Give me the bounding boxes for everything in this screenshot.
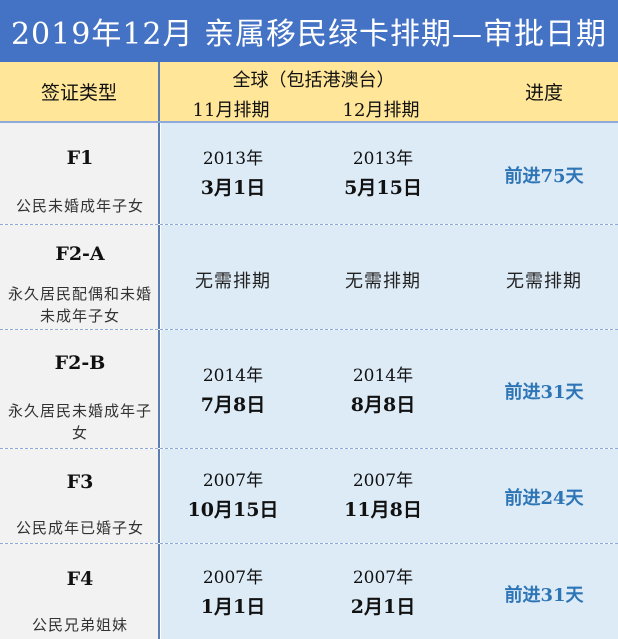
page-title: 2019年12月 亲属移民绿卡排期—审批日期 <box>0 0 618 62</box>
nov-date: 2014年 7月8日 <box>200 366 266 416</box>
nov-date: 2013年 3月1日 <box>200 149 266 199</box>
visa-desc: 公民兄弟姐妹 <box>31 616 128 634</box>
header-december: 12月排期 <box>342 100 420 121</box>
progress-value: 前进31天 <box>504 382 584 403</box>
dec-not-required: 无需排期 <box>345 271 421 292</box>
table-header: 签证类型 全球（包括港澳台） 11月排期 12月排期 进度 <box>0 62 618 123</box>
progress-value: 前进31天 <box>504 585 584 606</box>
visa-code: F1 <box>66 147 94 169</box>
visa-desc: 公民未婚成年子女 <box>15 197 144 215</box>
visa-code: F3 <box>66 471 94 493</box>
nov-date: 2007年 10月15日 <box>187 471 279 521</box>
visa-type-cell: F1 公民未婚成年子女 <box>0 123 160 224</box>
table-row-f2a: F2-A 永久居民配偶和未婚未成年子女 无需排期 无需排期 无需排期 <box>0 225 618 330</box>
table-row-f2b: F2-B 永久居民未婚成年子女 2014年 7月8日 2014年 8月8日 前进… <box>0 330 618 449</box>
visa-desc: 永久居民配偶和未婚未成年子女 <box>7 285 152 325</box>
table-row-f1: F1 公民未婚成年子女 2013年 3月1日 2013年 5月15日 前进75天 <box>0 123 618 225</box>
visa-code: F4 <box>66 568 94 590</box>
dec-date: 2014年 8月8日 <box>350 366 416 416</box>
visa-desc: 永久居民未婚成年子女 <box>7 402 152 442</box>
progress-value: 前进75天 <box>504 166 584 187</box>
progress-value: 前进24天 <box>504 488 584 509</box>
table-row-f3: F3 公民成年已婚子女 2007年 10月15日 2007年 11月8日 前进2… <box>0 449 618 544</box>
header-progress: 进度 <box>524 82 563 104</box>
visa-type-cell: F2-A 永久居民配偶和未婚未成年子女 <box>0 225 160 329</box>
dec-date: 2013年 5月15日 <box>344 149 422 199</box>
dec-date: 2007年 2月1日 <box>350 568 416 618</box>
nov-date: 2007年 1月1日 <box>200 568 266 618</box>
visa-code: F2-A <box>55 243 105 265</box>
header-visa-type: 签证类型 <box>0 62 160 121</box>
nov-not-required: 无需排期 <box>195 271 271 292</box>
dec-date: 2007年 11月8日 <box>344 471 422 521</box>
visa-desc: 公民成年已婚子女 <box>15 519 144 537</box>
visa-type-cell: F3 公民成年已婚子女 <box>0 449 160 543</box>
progress-not-required: 无需排期 <box>506 271 582 292</box>
table-row-f4: F4 公民兄弟姐妹 2007年 1月1日 2007年 2月1日 前进31天 <box>0 544 618 639</box>
header-global: 全球（包括港澳台） <box>232 70 395 91</box>
visa-type-cell: F4 公民兄弟姐妹 <box>0 544 160 639</box>
visa-code: F2-B <box>54 352 106 374</box>
header-november: 11月排期 <box>192 100 270 121</box>
visa-type-cell: F2-B 永久居民未婚成年子女 <box>0 330 160 448</box>
